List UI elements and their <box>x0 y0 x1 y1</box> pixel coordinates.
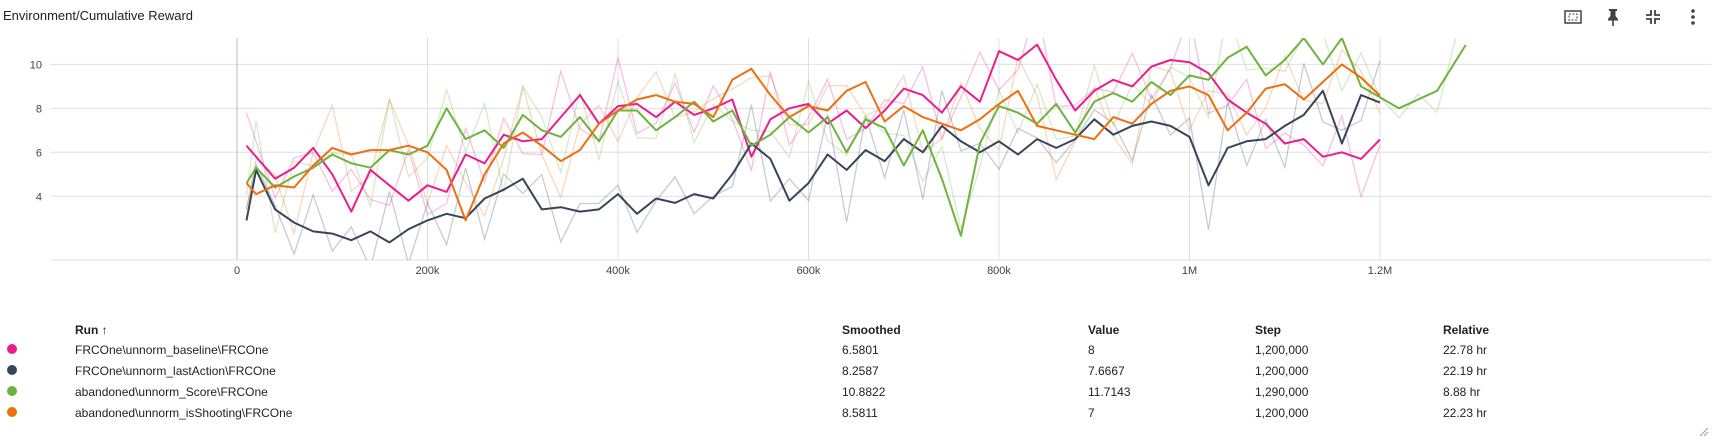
value: 7 <box>1088 405 1095 420</box>
x-tick-label: 1.2M <box>1368 265 1392 277</box>
grid-lines <box>50 38 1711 261</box>
step: 1,200,000 <box>1255 405 1309 420</box>
x-tick-label: 600k <box>797 265 821 277</box>
more-vert-icon <box>1691 9 1695 25</box>
table-header-row: Run ↑ Smoothed Value Step Relative <box>0 320 1593 339</box>
y-tick-label: 4 <box>36 191 42 203</box>
relative: 22.23 hr <box>1443 405 1488 420</box>
relative: 22.19 hr <box>1443 363 1488 378</box>
series-line[interactable] <box>245 89 1381 244</box>
series-raw-line <box>245 48 1381 236</box>
y-tick-label: 6 <box>36 147 42 159</box>
table-row: FRCOne\unnorm_lastAction\FRCOne 8.2587 7… <box>0 360 1593 381</box>
x-tick-label: 400k <box>606 265 630 277</box>
value: 7.6667 <box>1088 363 1125 378</box>
step: 1,200,000 <box>1255 342 1309 357</box>
resize-handle-icon[interactable] <box>1697 425 1709 437</box>
table-row: FRCOne\unnorm_baseline\FRCOne 6.5801 8 1… <box>0 339 1593 360</box>
smoothed-value: 8.2587 <box>842 363 879 378</box>
x-tick-label: 800k <box>987 265 1011 277</box>
step: 1,200,000 <box>1255 363 1309 378</box>
series-lines <box>245 38 1467 260</box>
value: 11.7143 <box>1088 384 1131 399</box>
pin-icon <box>1608 9 1618 26</box>
run-color-dot[interactable] <box>7 343 17 354</box>
run-name: abandoned\unnorm_isShooting\FRCOne <box>75 405 293 420</box>
y-tick-label: 8 <box>36 103 42 115</box>
relative: 8.88 hr <box>1443 384 1481 399</box>
smoothed-value: 10.8822 <box>842 384 886 399</box>
smoothed-value: 6.5801 <box>842 342 879 357</box>
fit-domain-button[interactable] <box>1553 4 1593 30</box>
card-toolbar <box>1553 4 1713 30</box>
run-name: FRCOne\unnorm_lastAction\FRCOne <box>75 363 276 378</box>
collapse-icon <box>1646 10 1660 24</box>
series-raw-line <box>245 38 1457 234</box>
table-row: abandoned\unnorm_isShooting\FRCOne 8.581… <box>0 402 1593 423</box>
more-options-button[interactable] <box>1673 4 1713 30</box>
series-line[interactable] <box>245 43 1381 213</box>
run-name: FRCOne\unnorm_baseline\FRCOne <box>75 342 269 357</box>
step: 1,290,000 <box>1255 384 1309 399</box>
chart-title: Environment/Cumulative Reward <box>3 8 194 23</box>
line-chart[interactable]: 4 6 8 10 0 200k 400k 600k 800k 1M 1.2M <box>0 30 1713 300</box>
series-raw-line <box>245 60 1381 260</box>
fit-domain-icon <box>1564 10 1582 24</box>
run-name: abandoned\unnorm_Score\FRCOne <box>75 384 268 399</box>
smoothed-value: 8.5811 <box>842 405 878 420</box>
value-column-header[interactable]: Value <box>1088 322 1120 337</box>
color-column-header <box>0 320 75 339</box>
y-tick-label: 10 <box>30 59 42 71</box>
runs-table: Run ↑ Smoothed Value Step Relative FRCOn… <box>0 320 1593 423</box>
relative: 22.78 hr <box>1443 342 1488 357</box>
x-tick-label: 200k <box>416 265 440 277</box>
run-column-header[interactable]: Run ↑ <box>75 322 108 337</box>
series-line[interactable] <box>245 38 1467 237</box>
x-tick-label: 0 <box>234 265 240 277</box>
collapse-button[interactable] <box>1633 4 1673 30</box>
relative-column-header[interactable]: Relative <box>1443 322 1490 337</box>
table-row: abandoned\unnorm_Score\FRCOne 10.8822 11… <box>0 381 1593 402</box>
series-line[interactable] <box>245 63 1381 222</box>
value: 8 <box>1088 342 1095 357</box>
pin-button[interactable] <box>1593 4 1633 30</box>
series-raw-line <box>245 38 1381 216</box>
step-column-header[interactable]: Step <box>1255 322 1282 337</box>
smoothed-column-header[interactable]: Smoothed <box>842 322 901 337</box>
run-color-dot[interactable] <box>7 406 17 417</box>
run-color-dot[interactable] <box>7 364 17 375</box>
run-color-dot[interactable] <box>7 385 17 396</box>
axis-ticks: 4 6 8 10 0 200k 400k 600k 800k 1M 1.2M <box>30 59 1392 277</box>
x-tick-label: 1M <box>1182 265 1197 277</box>
